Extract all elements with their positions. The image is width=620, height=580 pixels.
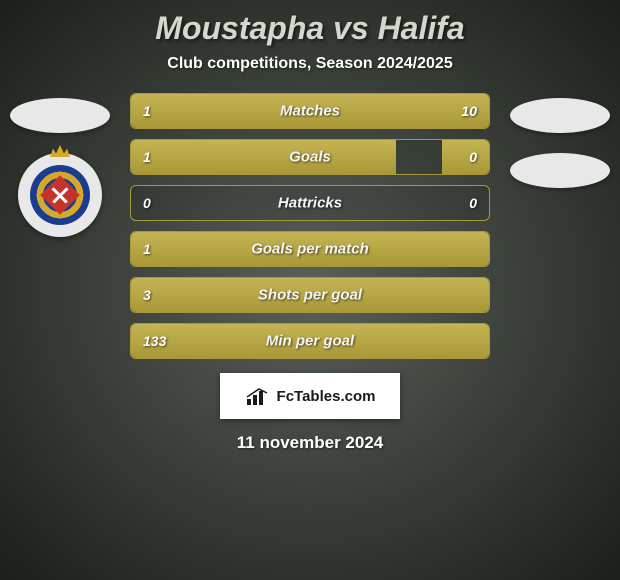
stat-value-left: 1 xyxy=(143,241,151,257)
page-title: Moustapha vs Halifa xyxy=(155,10,464,47)
stat-value-left: 0 xyxy=(143,195,151,211)
stat-value-left: 133 xyxy=(143,333,166,349)
stat-label: Goals per match xyxy=(251,241,369,258)
chart-icon xyxy=(245,387,271,405)
branding-text: FcTables.com xyxy=(277,388,376,405)
stat-bar: Min per goal 133 xyxy=(130,323,490,359)
stat-value-right: 10 xyxy=(461,103,477,119)
stat-value-left: 1 xyxy=(143,103,151,119)
comparison-infographic: Moustapha vs Halifa Club competitions, S… xyxy=(0,0,620,580)
stat-value-left: 3 xyxy=(143,287,151,303)
stat-value-right: 0 xyxy=(469,149,477,165)
player-placeholder-right-2 xyxy=(510,153,610,188)
stat-label: Shots per goal xyxy=(258,287,362,304)
badge-ring xyxy=(30,165,90,225)
player-placeholder-right-1 xyxy=(510,98,610,133)
stat-bar: Matches 1 10 xyxy=(130,93,490,129)
subtitle: Club competitions, Season 2024/2025 xyxy=(167,55,452,73)
stat-bar: Goals per match 1 xyxy=(130,231,490,267)
right-side-column xyxy=(510,93,610,188)
stat-value-left: 1 xyxy=(143,149,151,165)
cross-icon xyxy=(40,175,80,215)
stat-value-right: 0 xyxy=(469,195,477,211)
stat-bar: Shots per goal 3 xyxy=(130,277,490,313)
crown-icon xyxy=(50,145,70,157)
content-row: Matches110Goals10Hattricks00Goals per ma… xyxy=(0,93,620,359)
stat-label: Min per goal xyxy=(266,333,354,350)
badge-center xyxy=(40,175,80,215)
stat-label: Matches xyxy=(280,103,340,120)
stat-label: Hattricks xyxy=(278,195,342,212)
stats-column: Matches110Goals10Hattricks00Goals per ma… xyxy=(130,93,490,359)
player-placeholder-left xyxy=(10,98,110,133)
stat-label: Goals xyxy=(289,149,331,166)
stat-bar: Hattricks 0 0 xyxy=(130,185,490,221)
team-badge-left xyxy=(18,153,102,237)
bar-fill-left xyxy=(131,140,396,174)
branding-badge: FcTables.com xyxy=(220,373,400,419)
left-side-column xyxy=(10,93,110,237)
stat-bar: Goals 1 0 xyxy=(130,139,490,175)
bar-fill-right xyxy=(442,140,489,174)
date-text: 11 november 2024 xyxy=(237,433,383,453)
